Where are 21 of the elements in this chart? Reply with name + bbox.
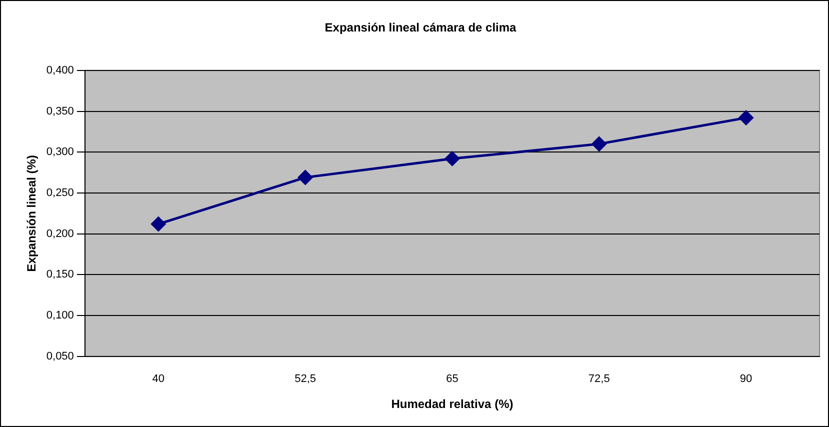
x-tick-label: 65 [446,373,458,386]
y-tick-label: 0,050 [46,350,74,362]
y-axis-title: Expansión lineal (%) [24,155,39,272]
y-tick-label: 0,400 [46,64,74,76]
x-tick-label: 52,5 [294,373,316,386]
chart-title: Expansión lineal cámara de clima [324,20,517,35]
point [298,170,313,185]
y-tick-label: 0,250 [46,187,74,200]
y-tick-label: 0,350 [46,105,74,118]
x-tick-label: 72,5 [588,373,610,386]
x-tick-label: 40 [152,373,165,386]
point [444,151,460,166]
point [738,110,754,126]
y-tick-label: 0,100 [46,310,74,322]
y-tick-label: 0,200 [46,228,74,240]
x-tick-label: 90 [740,373,752,386]
y-tick-label: 0,150 [46,268,74,281]
y-tick-label: 0,300 [46,146,74,158]
x-axis-title: Humedad relativa (%) [391,397,514,412]
point [592,136,606,152]
point [151,216,166,232]
